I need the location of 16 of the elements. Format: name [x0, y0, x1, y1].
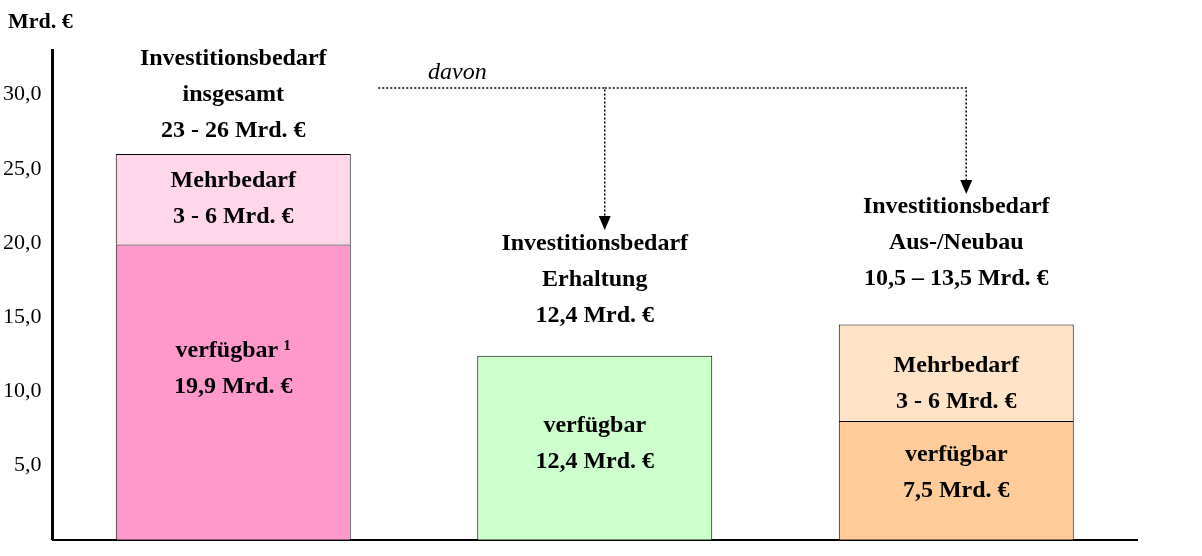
annotation: verfügbar 7,5 Mrd. €	[902, 440, 1010, 503]
annotation: Investitionsbedarf insgesamt 23 - 26 Mrd. €	[139, 43, 328, 142]
annotation: verfügbar ¹ 19,9 Mrd. €	[173, 336, 293, 399]
y-axis-title: Mrd. €	[8, 8, 73, 34]
y-tick-label: 10,0	[3, 377, 42, 403]
y-tick-label: 20,0	[3, 228, 42, 254]
annotation: Investitionsbedarf Erhaltung 12,4 Mrd. €	[501, 229, 690, 328]
annotation: verfügbar 12,4 Mrd. €	[535, 410, 655, 473]
y-tick-label: 25,0	[3, 154, 42, 180]
annotation: Investitionsbedarf Aus-/Neubau 10,5 – 13,5 Mrd. €	[862, 192, 1051, 291]
annotation: davon	[428, 57, 487, 84]
y-tick-label: 30,0	[3, 80, 42, 106]
annotation: Mehrbedarf 3 - 6 Mrd. €	[893, 351, 1020, 414]
y-tick-label: 5,0	[14, 451, 42, 477]
y-tick-label: 15,0	[3, 302, 42, 328]
annotation: Mehrbedarf 3 - 6 Mrd. €	[170, 165, 297, 228]
